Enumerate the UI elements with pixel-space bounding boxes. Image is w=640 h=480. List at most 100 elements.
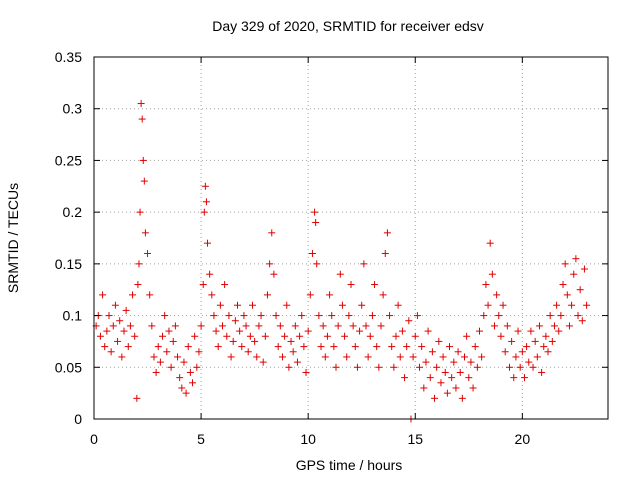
data-point	[437, 379, 445, 387]
data-point	[583, 301, 591, 309]
data-point	[542, 332, 550, 340]
data-point	[124, 343, 132, 351]
data-point	[433, 363, 441, 371]
data-point	[482, 281, 490, 289]
data-point	[165, 327, 173, 335]
data-point	[403, 343, 411, 351]
data-point	[118, 353, 126, 361]
data-points	[92, 100, 591, 423]
data-point	[122, 306, 130, 314]
data-point	[570, 270, 578, 278]
data-point	[467, 358, 475, 366]
data-point	[420, 384, 428, 392]
y-tick-label: 0.05	[55, 359, 82, 375]
data-point	[313, 260, 321, 268]
data-point	[276, 322, 284, 330]
data-point	[540, 343, 548, 351]
data-point	[266, 260, 274, 268]
data-point	[416, 363, 424, 371]
data-point	[96, 332, 104, 340]
data-point	[338, 301, 346, 309]
data-point	[111, 301, 119, 309]
data-point	[261, 332, 269, 340]
data-point	[251, 337, 259, 345]
data-point	[351, 343, 359, 351]
data-point	[469, 384, 477, 392]
data-point	[555, 327, 563, 335]
data-point	[263, 291, 271, 299]
data-point	[366, 332, 374, 340]
data-point	[527, 327, 535, 335]
data-point	[441, 368, 449, 376]
data-point	[272, 312, 280, 320]
data-point	[458, 394, 466, 402]
data-point	[134, 281, 142, 289]
data-point	[289, 348, 297, 356]
data-point	[448, 374, 456, 382]
data-point	[146, 291, 154, 299]
data-point	[576, 286, 584, 294]
data-point	[223, 332, 231, 340]
data-point	[268, 229, 276, 237]
data-point	[240, 312, 248, 320]
data-point	[439, 353, 447, 361]
data-point	[152, 368, 160, 376]
data-point	[182, 389, 190, 397]
data-point	[270, 270, 278, 278]
data-point	[161, 312, 169, 320]
data-point	[390, 363, 398, 371]
x-tick-label: 10	[300, 431, 316, 447]
data-point	[383, 229, 391, 237]
plot-frame	[93, 56, 609, 420]
data-point	[150, 353, 158, 361]
data-point	[244, 348, 252, 356]
data-point	[238, 343, 246, 351]
data-point	[159, 332, 167, 340]
data-point	[278, 353, 286, 361]
data-point	[373, 343, 381, 351]
data-point	[193, 363, 201, 371]
data-point	[99, 291, 107, 299]
data-point	[396, 353, 404, 361]
y-tick-label: 0.1	[63, 308, 83, 324]
data-point	[480, 312, 488, 320]
data-point	[486, 239, 494, 247]
data-point	[259, 358, 267, 366]
data-point	[216, 301, 224, 309]
data-point	[546, 312, 554, 320]
data-point	[201, 182, 209, 190]
data-point	[129, 291, 137, 299]
y-tick-label: 0.2	[63, 204, 83, 220]
data-point	[553, 301, 561, 309]
data-point	[488, 270, 496, 278]
data-point	[343, 353, 351, 361]
data-point	[450, 358, 458, 366]
data-point	[394, 301, 402, 309]
data-point	[163, 348, 171, 356]
x-axis-label: GPS time / hours	[296, 457, 403, 473]
data-point	[107, 348, 115, 356]
data-point	[424, 327, 432, 335]
data-point	[514, 327, 522, 335]
data-point	[452, 384, 460, 392]
data-point	[169, 337, 177, 345]
data-point	[518, 348, 526, 356]
data-point	[550, 322, 558, 330]
data-point	[548, 337, 556, 345]
data-point	[356, 327, 364, 335]
data-point	[347, 281, 355, 289]
data-point	[428, 348, 436, 356]
data-point	[326, 291, 334, 299]
data-point	[246, 332, 254, 340]
data-point	[306, 291, 314, 299]
data-point	[281, 332, 289, 340]
data-point	[171, 322, 179, 330]
data-point	[274, 343, 282, 351]
data-point	[315, 312, 323, 320]
data-point	[431, 394, 439, 402]
data-point	[426, 374, 434, 382]
data-point	[139, 156, 147, 164]
data-point	[561, 260, 569, 268]
data-point	[512, 353, 520, 361]
